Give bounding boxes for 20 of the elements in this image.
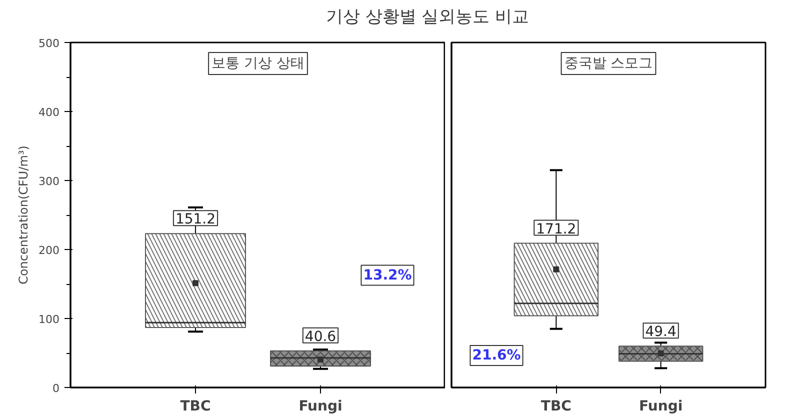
y-tick-label: 500	[38, 37, 60, 50]
y-tick-label: 400	[38, 106, 60, 119]
x-tick-label: TBC	[540, 398, 572, 414]
annotation: 중국발 스모그	[564, 56, 653, 72]
x-tick-label: Fungi	[639, 398, 683, 414]
annotation: 49.4	[645, 324, 677, 340]
x-tick-label: Fungi	[298, 398, 342, 414]
y-tick-label: 0	[52, 382, 60, 395]
annotation: 151.2	[175, 212, 216, 228]
x-tick-label: TBC	[180, 398, 211, 414]
annotation: 40.6	[304, 328, 336, 345]
y-tick-label: 100	[38, 313, 60, 326]
y-axis-title: Concentration(CFU/m³)	[16, 146, 31, 284]
y-tick-label: 200	[38, 244, 60, 257]
annotation: 보통 기상 상태	[212, 56, 304, 72]
annotation: 13.2%	[363, 267, 412, 284]
annotation: 21.6%	[472, 347, 521, 364]
annotation: 171.2	[536, 221, 576, 238]
chart-title: 기상 상황별 실외농도 비교	[326, 6, 530, 29]
y-tick-label: 300	[38, 175, 60, 188]
